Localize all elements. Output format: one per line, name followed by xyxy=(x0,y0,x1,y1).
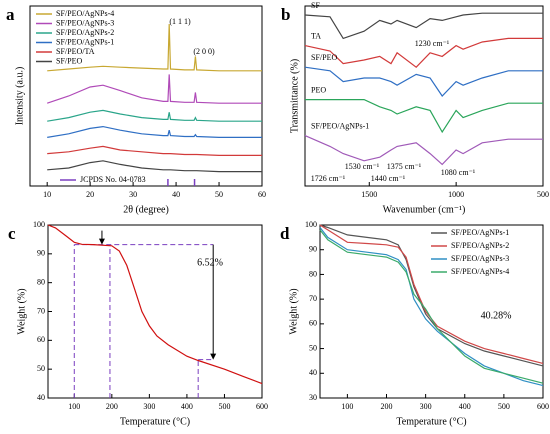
x-tick-label: 200 xyxy=(106,402,118,411)
y-axis-label: Transmittance (%) xyxy=(289,59,300,133)
x-tick-label: 300 xyxy=(143,402,155,411)
x-tick-label: 400 xyxy=(181,402,193,411)
panel-label: c xyxy=(8,224,16,243)
x-tick-label: 10 xyxy=(43,190,51,199)
plot-frame xyxy=(304,5,544,187)
legend-label: SF/PEO xyxy=(56,56,82,65)
y-axis-label: Weight (%) xyxy=(16,288,27,334)
legend-label: SF/PEO/TA xyxy=(56,47,95,56)
annotation: 40.28% xyxy=(481,310,512,321)
series-line xyxy=(304,37,543,68)
annotation: 1230 cm⁻¹ xyxy=(415,39,450,48)
x-tick-label: 400 xyxy=(459,402,471,411)
legend-label: SF/PEO/AgNPs-3 xyxy=(56,18,114,27)
series-label: SF xyxy=(311,1,320,10)
panel-label: b xyxy=(281,5,290,24)
y-tick-label: 50 xyxy=(37,364,45,373)
annotation: 1440 cm⁻¹ xyxy=(371,174,406,183)
y-tick-label: 100 xyxy=(33,220,45,229)
series-line xyxy=(47,125,262,138)
x-tick-label: 600 xyxy=(537,402,549,411)
x-tick-label: 500 xyxy=(498,402,510,411)
y-tick-label: 40 xyxy=(37,393,45,402)
series-line xyxy=(47,145,262,156)
y-tick-label: 70 xyxy=(37,306,45,315)
x-tick-label: 500 xyxy=(537,190,549,199)
x-tick-label: 200 xyxy=(381,402,393,411)
series-label: TA xyxy=(311,31,321,40)
series-line xyxy=(304,66,543,97)
x-tick-label: 40 xyxy=(172,190,180,199)
y-tick-label: 80 xyxy=(309,269,317,278)
panel-label: d xyxy=(280,224,290,243)
plot-frame xyxy=(319,224,544,399)
legend-label: SF/PEO/AgNPs-4 xyxy=(451,267,509,276)
y-axis-label: Weight (%) xyxy=(288,288,299,334)
series-label: SF/PEO/AgNPs-1 xyxy=(311,121,369,130)
annotation: 1375 cm⁻¹ xyxy=(387,162,422,171)
y-tick-label: 60 xyxy=(309,319,317,328)
series-label: PEO xyxy=(311,85,326,94)
x-tick-label: 300 xyxy=(420,402,432,411)
x-tick-label: 50 xyxy=(215,190,223,199)
legend-label: SF/PEO/AgNPs-2 xyxy=(451,241,509,250)
series-label: SF/PEO xyxy=(311,53,337,62)
annotation: (2 0 0) xyxy=(193,47,215,56)
series-line xyxy=(319,227,544,387)
annotation: (1 1 1) xyxy=(169,17,191,26)
series-line xyxy=(47,224,263,385)
y-tick-label: 60 xyxy=(37,335,45,344)
series-line xyxy=(319,224,544,364)
x-tick-label: 30 xyxy=(129,190,137,199)
arrow-head xyxy=(98,238,105,245)
arrow-head xyxy=(210,353,217,360)
x-axis-label: Temperature (°C) xyxy=(120,416,190,427)
x-tick-label: 100 xyxy=(68,402,80,411)
x-tick-label: 20 xyxy=(86,190,94,199)
y-tick-label: 90 xyxy=(37,249,45,258)
y-tick-label: 40 xyxy=(309,368,317,377)
x-tick-label: 500 xyxy=(218,402,230,411)
series-line xyxy=(47,109,262,122)
annotation: 1726 cm⁻¹ xyxy=(311,174,346,183)
y-axis-label: Intensity (a.u.) xyxy=(14,67,25,126)
annotation: 1530 cm⁻¹ xyxy=(345,162,380,171)
legend-label: SF/PEO/AgNPs-4 xyxy=(56,9,114,18)
annotation: 1080 cm⁻¹ xyxy=(441,168,476,177)
y-tick-label: 30 xyxy=(309,393,317,402)
plot-frame xyxy=(47,224,263,399)
legend-label: SF/PEO/AgNPs-3 xyxy=(451,254,509,263)
series-line xyxy=(319,224,544,367)
legend-label: SF/PEO/AgNPs-1 xyxy=(451,228,509,237)
series-line xyxy=(304,12,543,40)
x-axis-label: Temperature (°C) xyxy=(396,416,466,427)
x-tick-label: 1000 xyxy=(448,190,464,199)
series-line xyxy=(47,23,262,72)
x-axis-label: 2θ (degree) xyxy=(123,204,169,215)
legend-label: SF/PEO/AgNPs-2 xyxy=(56,28,114,37)
series-line xyxy=(305,99,543,134)
y-tick-label: 90 xyxy=(309,245,317,254)
reference-label: JCPDS No. 04-0783 xyxy=(80,175,146,184)
x-tick-label: 60 xyxy=(258,190,266,199)
x-tick-label: 100 xyxy=(341,402,353,411)
x-axis-label: Wavenumber (cm⁻¹) xyxy=(383,204,466,215)
series-line xyxy=(47,74,262,104)
series-line xyxy=(47,160,262,173)
y-tick-label: 70 xyxy=(309,294,317,303)
y-tick-label: 50 xyxy=(309,343,317,352)
series-line xyxy=(304,135,543,166)
y-tick-label: 100 xyxy=(305,220,317,229)
plot-frame xyxy=(29,5,263,187)
legend-label: SF/PEO/AgNPs-1 xyxy=(56,37,114,46)
series-line xyxy=(319,229,544,384)
y-tick-label: 80 xyxy=(37,277,45,286)
x-tick-label: 1500 xyxy=(361,190,377,199)
x-tick-label: 600 xyxy=(256,402,268,411)
annotation: 6.52% xyxy=(197,257,223,268)
panel-label: a xyxy=(6,5,15,24)
